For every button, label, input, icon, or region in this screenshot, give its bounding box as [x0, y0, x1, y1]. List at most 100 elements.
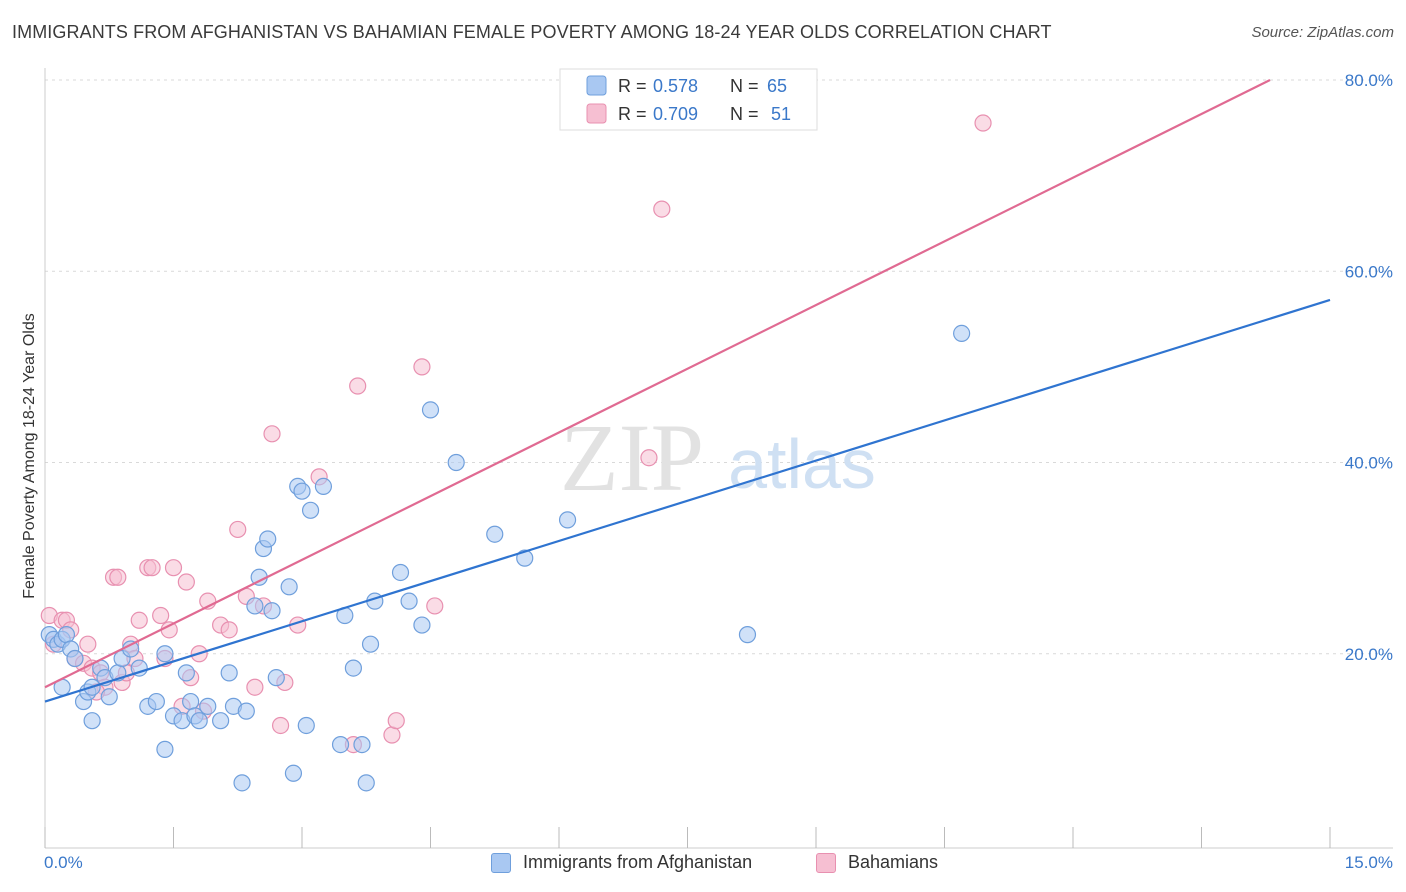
point-afghanistan	[246, 597, 264, 615]
point-bahamians	[349, 377, 367, 395]
point-afghanistan	[357, 774, 375, 792]
trend-lines	[44, 79, 1331, 703]
point-bahamians	[164, 559, 183, 577]
legend-n-value-1: 65	[767, 76, 787, 96]
legend-item-afghanistan: Immigrants from Afghanistan	[491, 852, 752, 873]
point-bahamians	[383, 726, 401, 744]
point-bahamians	[426, 597, 444, 615]
x-tick-label-max: 15.0%	[1345, 853, 1393, 872]
point-afghanistan	[182, 692, 200, 711]
point-afghanistan	[177, 664, 195, 682]
point-bahamians	[109, 568, 127, 586]
y-tick-labels: 20.0% 40.0% 60.0% 80.0%	[1345, 71, 1393, 664]
point-afghanistan	[391, 563, 410, 582]
point-afghanistan	[486, 525, 504, 543]
point-bahamians	[229, 520, 247, 539]
point-afghanistan	[57, 626, 76, 644]
point-afghanistan	[344, 659, 362, 677]
legend-swatch-bahamians	[816, 852, 836, 873]
series-immigrants-from-afghanistan	[40, 324, 971, 792]
legend-label-bahamians: Bahamians	[848, 852, 939, 872]
point-afghanistan	[558, 511, 577, 529]
point-bahamians	[130, 611, 148, 629]
y-tick-label-60: 60.0%	[1345, 262, 1393, 281]
legend-r-value-1: 0.578	[653, 76, 698, 96]
point-afghanistan	[156, 645, 174, 663]
grid	[45, 79, 1393, 655]
point-afghanistan	[199, 697, 217, 715]
legend-swatch-afghanistan	[491, 852, 511, 873]
legend-swatch-pink	[586, 103, 607, 124]
point-bahamians	[246, 678, 264, 696]
point-afghanistan	[361, 635, 380, 653]
legend-bottom: Immigrants from Afghanistan Bahamians	[0, 852, 1406, 878]
point-afghanistan	[259, 530, 277, 548]
point-afghanistan	[100, 688, 118, 706]
x-tick-label-min: 0.0%	[44, 853, 83, 872]
point-bahamians	[413, 358, 431, 376]
legend-n-label-1: N =	[730, 76, 759, 96]
point-afghanistan	[314, 477, 333, 496]
point-afghanistan	[301, 501, 320, 519]
y-tick-label-20: 20.0%	[1345, 645, 1393, 664]
point-bahamians	[263, 425, 281, 443]
point-afghanistan	[413, 616, 431, 634]
legend-label-afghanistan: Immigrants from Afghanistan	[523, 852, 753, 872]
y-axis-title: Female Poverty Among 18-24 Year Olds	[21, 313, 38, 599]
point-afghanistan	[233, 774, 251, 792]
point-afghanistan	[447, 453, 465, 472]
trend-line-afghanistan	[44, 298, 1331, 703]
point-bahamians	[271, 716, 290, 735]
point-afghanistan	[293, 482, 311, 500]
point-bahamians	[220, 621, 238, 639]
legend-n-label-2: N =	[730, 104, 759, 124]
legend-n-value-2: 51	[771, 104, 791, 124]
point-afghanistan	[83, 712, 101, 730]
point-bahamians	[640, 449, 658, 467]
point-bahamians	[79, 635, 97, 653]
point-afghanistan	[212, 712, 230, 730]
chart-title: IMMIGRANTS FROM AFGHANISTAN VS BAHAMIAN …	[12, 22, 1052, 42]
point-afghanistan	[400, 592, 418, 610]
axes	[44, 68, 1393, 849]
legend-item-bahamians: Bahamians	[816, 852, 938, 873]
point-afghanistan	[516, 549, 534, 567]
watermark: ZIP atlas	[560, 404, 876, 511]
legend-swatch-blue	[586, 75, 607, 96]
point-bahamians	[387, 712, 405, 730]
y-tick-label-80: 80.0%	[1345, 71, 1393, 90]
point-afghanistan	[280, 578, 298, 596]
point-afghanistan	[331, 735, 350, 754]
point-afghanistan	[284, 764, 303, 782]
watermark-zip: ZIP	[560, 404, 704, 511]
point-afghanistan	[190, 712, 208, 730]
point-afghanistan	[421, 401, 440, 419]
point-afghanistan	[237, 702, 255, 720]
point-bahamians	[974, 114, 992, 132]
point-afghanistan	[66, 649, 84, 668]
y-tick-label-40: 40.0%	[1345, 454, 1393, 473]
point-afghanistan	[953, 324, 971, 343]
point-bahamians	[177, 573, 195, 591]
point-bahamians	[143, 559, 161, 577]
legend-r-value-2: 0.709	[653, 104, 698, 124]
point-afghanistan	[220, 664, 238, 682]
point-afghanistan	[738, 626, 757, 644]
point-afghanistan	[156, 740, 174, 758]
chart-source: Source: ZipAtlas.com	[1251, 24, 1394, 41]
point-bahamians	[152, 606, 170, 625]
point-afghanistan	[267, 669, 285, 687]
point-afghanistan	[130, 659, 148, 677]
legend-r-label-2: R =	[618, 104, 647, 124]
trend-line-bahamians	[44, 79, 1271, 689]
legend-r-label-1: R =	[618, 76, 647, 96]
point-afghanistan	[263, 602, 281, 620]
point-afghanistan	[122, 640, 140, 658]
point-afghanistan	[353, 735, 371, 754]
point-bahamians	[160, 621, 178, 639]
point-afghanistan	[297, 716, 315, 735]
point-afghanistan	[147, 692, 165, 711]
point-bahamians	[653, 200, 671, 218]
legend-top: R = 0.578 N = 65 R = 0.709 N = 51	[559, 68, 818, 131]
